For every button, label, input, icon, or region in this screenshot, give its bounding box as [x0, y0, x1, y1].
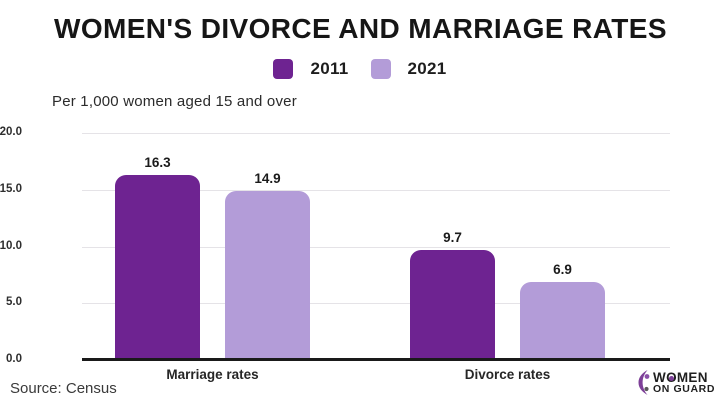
bar-column: 9.7 [410, 230, 495, 360]
legend: 2011 2021 [0, 59, 720, 79]
y-tick-label-20: 20.0 [0, 126, 22, 138]
legend-swatch-2011 [273, 59, 294, 79]
bar-group-divorce-rates: 9.7 6.9 Divorce rates [410, 230, 605, 382]
y-tick-label-10: 10.0 [0, 239, 22, 252]
source-note: Source: Census [10, 380, 117, 397]
logo-o-with-dot: O [666, 369, 677, 385]
bar-value-label: 9.7 [443, 229, 462, 245]
gridline-5 [82, 303, 670, 305]
y-tick-label-0: 0.0 [6, 353, 22, 365]
plot-area: 0.0 5.0 10.0 15.0 20.0 16.3 14.9 Marriage rates… [0, 126, 670, 382]
bar-value-label: 14.9 [254, 170, 281, 186]
bar-2021-divorce-rates [520, 281, 605, 360]
gridline-15 [82, 189, 670, 191]
bar-value-label: 16.3 [144, 155, 171, 170]
gridline-20 [82, 133, 670, 134]
y-tick-label-5: 5.0 [6, 296, 22, 309]
bar-2011-divorce-rates [410, 249, 495, 360]
legend-swatch-2021 [370, 59, 391, 79]
x-category-label: Divorce rates [464, 367, 551, 382]
legend-label-2021: 2021 [407, 59, 447, 78]
bar-group-marriage-rates: 16.3 14.9 Marriage rates [115, 155, 310, 382]
logo-line-on-guard: ON GUARD [653, 383, 715, 395]
bar-column: 6.9 [520, 262, 605, 360]
women-on-guard-figure-icon [638, 370, 650, 395]
bar-column: 14.9 [225, 171, 310, 360]
x-axis-line [82, 358, 670, 361]
legend-item-2011: 2011 [273, 59, 348, 79]
bar-2011-marriage-rates [115, 175, 200, 360]
bar-2021-marriage-rates [225, 190, 310, 360]
y-tick-label-15: 15.0 [0, 182, 22, 195]
logo-text: WOMEN ON GUARD [653, 369, 715, 395]
page-title: WOMEN'S DIVORCE AND MARRIAGE RATES [54, 13, 667, 44]
legend-label-2011: 2011 [310, 59, 349, 78]
chart-subtitle: Per 1,000 women aged 15 and over [52, 93, 297, 110]
women-on-guard-logo: WOMEN ON GUARD [637, 369, 715, 396]
legend-item-2021: 2021 [370, 59, 447, 79]
bar-column: 16.3 [115, 155, 200, 360]
logo-line-women: WOMEN [653, 369, 708, 385]
x-category-label: Marriage rates [166, 367, 259, 382]
gridline-10 [82, 246, 670, 248]
bar-value-label: 6.9 [553, 261, 572, 277]
